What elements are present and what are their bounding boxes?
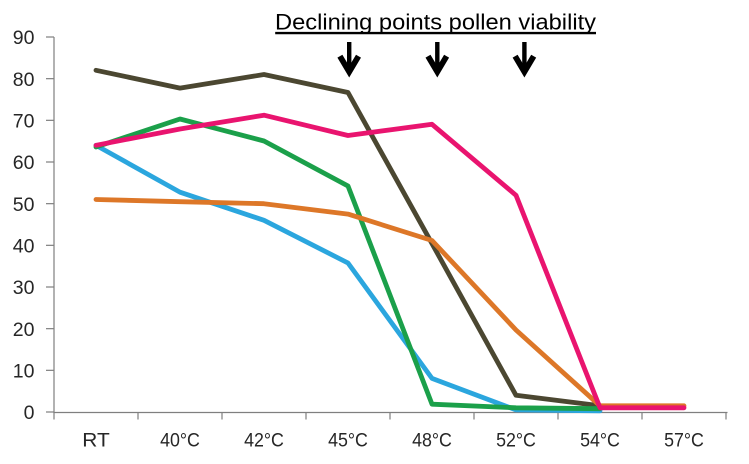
svg-text:45°C: 45°C [328,429,368,451]
svg-text:Declining points pollen viabil: Declining points pollen viability [275,9,597,34]
svg-text:42°C: 42°C [244,429,284,451]
svg-text:40: 40 [13,236,35,258]
svg-text:90: 90 [13,27,35,49]
svg-text:20: 20 [13,319,35,341]
svg-text:54°C: 54°C [580,429,620,451]
svg-text:40°C: 40°C [160,429,200,451]
svg-text:30: 30 [13,277,35,299]
svg-text:48°C: 48°C [412,429,452,451]
svg-text:60: 60 [13,152,35,174]
svg-text:80: 80 [13,69,35,91]
svg-text:0: 0 [24,402,35,424]
svg-text:52°C: 52°C [496,429,536,451]
svg-text:RT: RT [82,429,110,451]
svg-text:50: 50 [13,194,35,216]
svg-text:70: 70 [13,111,35,133]
svg-text:57°C: 57°C [664,429,704,451]
svg-text:10: 10 [13,361,35,383]
